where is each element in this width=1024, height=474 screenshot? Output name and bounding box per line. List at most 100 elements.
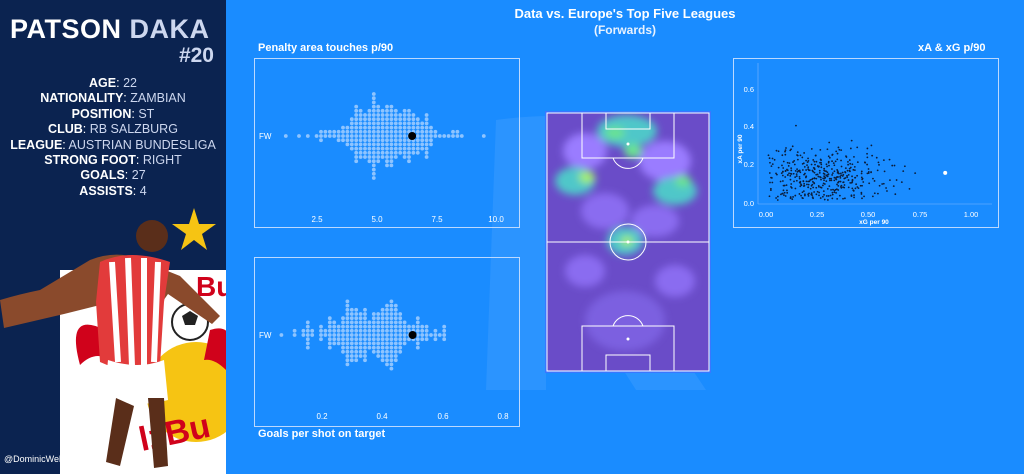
xaxg-dot: [873, 192, 876, 195]
goals-dot: [442, 333, 447, 337]
goals-dot: [424, 337, 429, 342]
goals-dot: [389, 349, 394, 354]
xaxg-dot: [867, 168, 870, 170]
xaxg-dot: [781, 164, 783, 167]
goals-dot: [345, 341, 350, 346]
touches-dot: [420, 121, 425, 126]
touches-dot: [371, 176, 376, 180]
goals-dot: [389, 312, 394, 316]
xaxg-dot: [833, 164, 836, 167]
touches-dot: [371, 171, 376, 176]
player-name: PATSON DAKA: [10, 14, 210, 45]
xaxg-dot: [846, 176, 849, 179]
goals-dot: [371, 341, 376, 346]
goals-dot: [367, 333, 372, 337]
xaxg-ytick-1: 0.0: [744, 199, 754, 208]
goals-dot: [415, 337, 420, 342]
touches-dot: [371, 163, 376, 168]
touches-dot: [354, 125, 359, 130]
xaxg-dot: [823, 183, 826, 185]
xaxg-dot: [810, 193, 813, 196]
xaxg-dot: [883, 170, 886, 173]
goals-dot: [398, 320, 403, 325]
goals-dot: [310, 328, 315, 333]
xaxg-dot: [866, 147, 869, 150]
xaxg-xtick-1: 0.00: [759, 210, 774, 219]
xaxg-dot: [800, 183, 802, 186]
xaxg-dot: [847, 179, 850, 181]
xaxg-dot: [903, 165, 906, 168]
goals-dot: [305, 337, 310, 342]
touches-dot: [371, 108, 376, 113]
goals-dot: [398, 328, 403, 333]
goals-dot: [398, 341, 403, 346]
goals-dot: [380, 349, 385, 354]
goals-dot: [380, 333, 385, 337]
xaxg-dot: [835, 192, 837, 194]
player-facts: AGE: 22 NATIONALITY: ZAMBIAN POSITION: S…: [6, 76, 220, 199]
xaxg-dot: [817, 175, 820, 178]
touches-dot: [415, 142, 420, 147]
xaxg-dot: [818, 194, 820, 197]
goals-dot: [402, 337, 407, 342]
goals-dot: [319, 337, 323, 342]
goals-dot: [442, 337, 447, 342]
xaxg-dot: [838, 172, 840, 175]
touches-dot: [385, 155, 389, 159]
goals-dot: [433, 328, 438, 333]
player-first-name: PATSON: [10, 14, 122, 44]
touches-dot: [389, 117, 394, 122]
touches-dot: [407, 155, 411, 159]
xaxg-dot: [886, 190, 888, 192]
xaxg-dot: [798, 193, 801, 195]
touches-dot: [424, 113, 429, 117]
touches-dot: [319, 129, 323, 134]
xaxg-dot: [830, 179, 833, 182]
xaxg-dot: [837, 176, 839, 178]
touches-dot: [424, 121, 429, 126]
xaxg-dot: [900, 181, 903, 184]
xaxg-dot: [836, 171, 839, 174]
xaxg-dot: [784, 176, 787, 178]
goals-dot: [393, 303, 398, 308]
touches-dot: [380, 108, 385, 113]
goals-dot: [363, 320, 367, 325]
goals-dot: [363, 333, 367, 337]
touches-dot: [371, 121, 376, 126]
touches-dot: [389, 125, 394, 130]
xaxg-dot: [825, 195, 828, 197]
goals-dot: [358, 333, 363, 337]
xaxg-dot: [813, 168, 816, 171]
xaxg-dot: [799, 154, 802, 157]
touches-dot: [354, 134, 359, 138]
goals-dot: [345, 333, 350, 337]
star-icon: [172, 208, 216, 250]
goals-dot: [354, 349, 359, 354]
xaxg-dot: [783, 191, 786, 194]
xaxg-dot: [811, 177, 814, 180]
xaxg-dot: [807, 195, 810, 197]
touches-dot: [429, 125, 433, 130]
touches-dot: [341, 134, 345, 138]
goals-dot: [371, 328, 376, 333]
xaxg-dot: [853, 194, 855, 197]
goals-dot: [385, 341, 389, 346]
xaxg-dot: [789, 174, 792, 177]
goals-dot: [376, 316, 381, 321]
touches-swarm-chart: FW 2.5 5.0 7.5 10.0: [259, 92, 504, 224]
xaxg-dot: [768, 157, 771, 160]
xaxg-dot: [839, 175, 841, 178]
xaxg-dot: [790, 185, 792, 188]
xaxg-dot: [831, 172, 834, 175]
goals-dot: [389, 341, 394, 346]
goals-dot: [358, 341, 363, 346]
goals-dot: [358, 345, 363, 350]
goals-dot: [310, 333, 315, 337]
touches-dot: [385, 142, 389, 147]
xaxg-dot: [902, 170, 905, 173]
xaxg-dot: [825, 174, 828, 177]
goals-dot: [367, 324, 372, 329]
touches-dot: [420, 138, 425, 143]
goals-tick-4: 0.8: [497, 412, 509, 421]
goals-dot: [327, 337, 332, 342]
